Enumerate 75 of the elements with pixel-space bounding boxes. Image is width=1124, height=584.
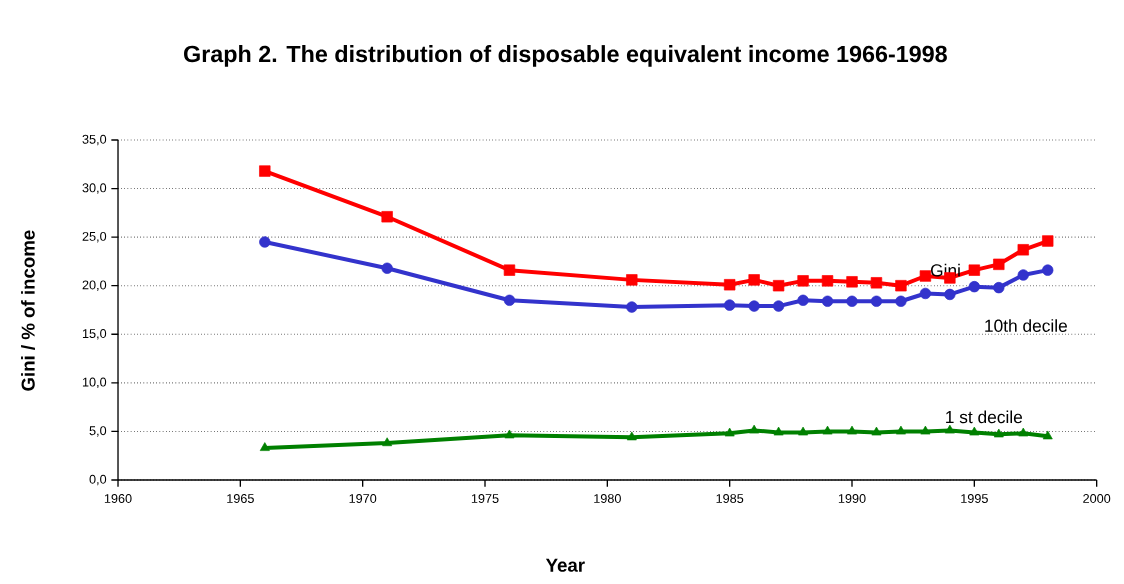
point [993, 258, 1005, 270]
y-tick-label: 5,0 [89, 426, 107, 437]
point [944, 424, 955, 434]
point [503, 264, 516, 276]
x-tick-label: 1990 [838, 494, 866, 503]
point [259, 165, 271, 177]
x-tick-label: 1970 [349, 494, 377, 503]
x-tick-label: 1960 [104, 494, 132, 503]
y-axis-title: Gini / % of income [21, 230, 35, 391]
point [382, 437, 393, 447]
point [797, 294, 809, 306]
point [944, 288, 956, 301]
point [1017, 269, 1029, 281]
y-tick-label: 15,0 [82, 329, 107, 340]
point [504, 429, 515, 439]
point [919, 270, 932, 282]
y-tick-label: 20,0 [82, 280, 107, 291]
point [871, 426, 882, 436]
chart-title: Graph 2. The distribution of disposable equivalent income 1966-1998 [184, 45, 947, 67]
point [772, 300, 785, 312]
point [723, 299, 736, 311]
point [993, 428, 1004, 438]
point [895, 280, 907, 292]
point [821, 275, 834, 287]
x-tick-label: 1985 [716, 494, 744, 503]
point [724, 427, 735, 437]
point [968, 264, 981, 276]
x-axis-title: Year [545, 558, 585, 572]
x-tick-label: 1965 [227, 494, 254, 503]
point [822, 425, 833, 435]
series-label: 1 st decile [946, 410, 1023, 424]
point [895, 425, 906, 435]
point [259, 442, 270, 451]
point [749, 424, 760, 434]
point [1018, 427, 1029, 437]
series-label: 10th decile [985, 319, 1067, 332]
point [821, 295, 834, 307]
point [1017, 244, 1029, 256]
point [846, 295, 858, 307]
point [381, 211, 393, 223]
point [1042, 264, 1054, 276]
point [773, 426, 784, 436]
x-tick-label: 1995 [961, 494, 988, 503]
x-tick-label: 1975 [471, 494, 499, 503]
x-tick-label: 1980 [594, 494, 621, 503]
point [895, 295, 907, 307]
point [626, 431, 637, 441]
point [968, 281, 981, 293]
point [503, 294, 516, 306]
x-tick-label: 2000 [1083, 494, 1111, 503]
point [259, 236, 271, 248]
point [920, 425, 931, 435]
y-tick-label: 30,0 [82, 183, 107, 194]
point [626, 274, 638, 286]
point [723, 279, 736, 291]
y-tick-label: 10,0 [82, 377, 107, 389]
y-tick-label: 25,0 [82, 231, 107, 243]
point [1042, 430, 1053, 440]
point [626, 301, 638, 313]
point [846, 276, 858, 288]
point [969, 426, 980, 436]
point [381, 262, 393, 274]
point [870, 277, 883, 289]
point [847, 425, 857, 435]
point [797, 275, 809, 287]
point [748, 300, 760, 312]
point [870, 295, 883, 307]
point [1042, 235, 1054, 247]
y-tick-label: 35,0 [82, 134, 107, 146]
point [993, 281, 1005, 294]
point [798, 426, 809, 436]
point [772, 280, 785, 292]
point [748, 274, 760, 286]
y-tick-label: 0,0 [89, 474, 107, 486]
point [919, 287, 932, 300]
